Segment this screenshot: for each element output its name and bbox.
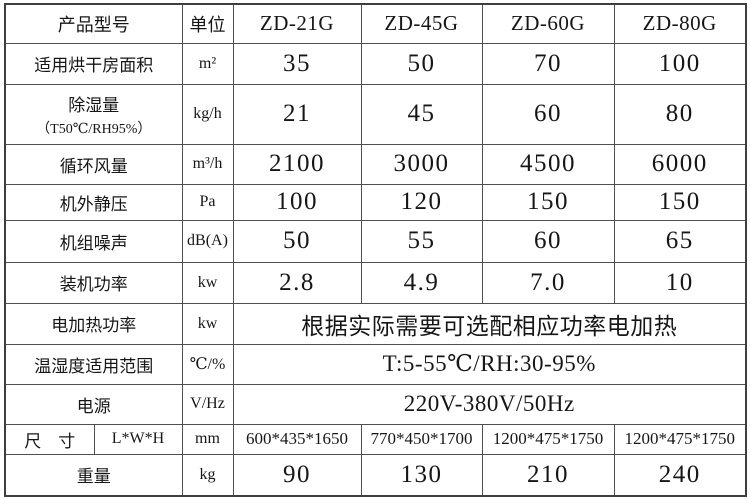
- value-cell: 100: [613, 42, 747, 85]
- row-label: 循环风量: [4, 143, 183, 185]
- row-electric-heating-power: 电加热功率 kw 根据实际需要可选配相应功率电加热: [4, 302, 747, 345]
- row-label: 重量: [4, 453, 183, 497]
- row-label: 装机功率: [4, 261, 183, 304]
- value-cell: 2100: [232, 143, 362, 185]
- value-cell: 65: [613, 219, 747, 263]
- value-cell: 21: [232, 83, 362, 145]
- row-label-line1: 除湿量: [68, 95, 120, 115]
- value-cell: 7.0: [481, 261, 615, 304]
- span-value-cell: 根据实际需要可选配相应功率电加热: [232, 302, 747, 345]
- header-model-zd45g: ZD-45G: [360, 3, 483, 44]
- value-cell: 6000: [613, 143, 747, 185]
- row-unit: Pa: [181, 183, 234, 221]
- spec-sheet: 产品型号 单位 ZD-21G ZD-45G ZD-60G ZD-80G 适用烘干…: [4, 3, 747, 497]
- value-cell: 150: [613, 183, 747, 221]
- value-cell: 120: [360, 183, 483, 221]
- row-weight: 重量 kg 90 130 210 240: [4, 453, 747, 497]
- header-product-model: 产品型号: [4, 3, 183, 44]
- row-dimensions: 尺 寸 L*W*H mm 600*435*1650 770*450*1700 1…: [4, 423, 747, 455]
- value-cell: 210: [481, 453, 615, 497]
- header-model-zd60g: ZD-60G: [481, 3, 615, 44]
- value-cell: 60: [481, 219, 615, 263]
- span-value-cell: 220V-380V/50Hz: [232, 383, 747, 425]
- row-unit: kg/h: [181, 83, 234, 145]
- row-unit: m²: [181, 42, 234, 85]
- value-cell: 1200*475*1750: [481, 423, 615, 455]
- value-cell: 100: [232, 183, 362, 221]
- value-cell: 45: [360, 83, 483, 145]
- row-unit: V/Hz: [181, 383, 234, 425]
- row-unit: kw: [181, 302, 234, 345]
- value-cell: 90: [232, 453, 362, 497]
- header-model-zd21g: ZD-21G: [232, 3, 362, 44]
- value-cell: 55: [360, 219, 483, 263]
- value-cell: 150: [481, 183, 615, 221]
- row-label: 除湿量 （T50℃/RH95%）: [4, 83, 183, 145]
- dimensions-label: 尺 寸: [4, 423, 95, 455]
- row-unit: mm: [181, 423, 234, 455]
- row-unit: kw: [181, 261, 234, 304]
- row-drying-area: 适用烘干房面积 m² 35 50 70 100: [4, 42, 747, 85]
- value-cell: 2.8: [232, 261, 362, 304]
- value-cell: 600*435*1650: [232, 423, 362, 455]
- row-air-volume: 循环风量 m³/h 2100 3000 4500 6000: [4, 143, 747, 185]
- row-installed-power: 装机功率 kw 2.8 4.9 7.0 10: [4, 261, 747, 304]
- value-cell: 4.9: [360, 261, 483, 304]
- value-cell: 770*450*1700: [360, 423, 483, 455]
- row-dehumidify-capacity: 除湿量 （T50℃/RH95%） kg/h 21 45 60 80: [4, 83, 747, 145]
- header-unit: 单位: [181, 3, 234, 44]
- value-cell: 4500: [481, 143, 615, 185]
- row-label: 机组噪声: [4, 219, 183, 263]
- row-label: 机外静压: [4, 183, 183, 221]
- row-static-pressure: 机外静压 Pa 100 120 150 150: [4, 183, 747, 221]
- span-value-cell: T:5-55℃/RH:30-95%: [232, 343, 747, 385]
- row-temp-humidity-range: 温湿度适用范围 ℃/% T:5-55℃/RH:30-95%: [4, 343, 747, 385]
- value-cell: 35: [232, 42, 362, 85]
- value-cell: 3000: [360, 143, 483, 185]
- value-cell: 10: [613, 261, 747, 304]
- row-unit: ℃/%: [181, 343, 234, 385]
- row-label: 电加热功率: [4, 302, 183, 345]
- dimensions-sublabel: L*W*H: [93, 423, 183, 455]
- value-cell: 50: [360, 42, 483, 85]
- value-cell: 240: [613, 453, 747, 497]
- row-power-supply: 电源 V/Hz 220V-380V/50Hz: [4, 383, 747, 425]
- row-unit: m³/h: [181, 143, 234, 185]
- value-cell: 130: [360, 453, 483, 497]
- value-cell: 70: [481, 42, 615, 85]
- row-label: 适用烘干房面积: [4, 42, 183, 85]
- product-spec-table: 产品型号 单位 ZD-21G ZD-45G ZD-60G ZD-80G 适用烘干…: [4, 3, 747, 497]
- row-noise: 机组噪声 dB(A) 50 55 60 65: [4, 219, 747, 263]
- row-label-line2: （T50℃/RH95%）: [36, 121, 152, 137]
- header-row: 产品型号 单位 ZD-21G ZD-45G ZD-60G ZD-80G: [4, 3, 747, 44]
- row-unit: kg: [181, 453, 234, 497]
- row-label: 电源: [4, 383, 183, 425]
- value-cell: 1200*475*1750: [613, 423, 747, 455]
- value-cell: 50: [232, 219, 362, 263]
- row-label: 温湿度适用范围: [4, 343, 183, 385]
- value-cell: 60: [481, 83, 615, 145]
- value-cell: 80: [613, 83, 747, 145]
- row-unit: dB(A): [181, 219, 234, 263]
- header-model-zd80g: ZD-80G: [613, 3, 747, 44]
